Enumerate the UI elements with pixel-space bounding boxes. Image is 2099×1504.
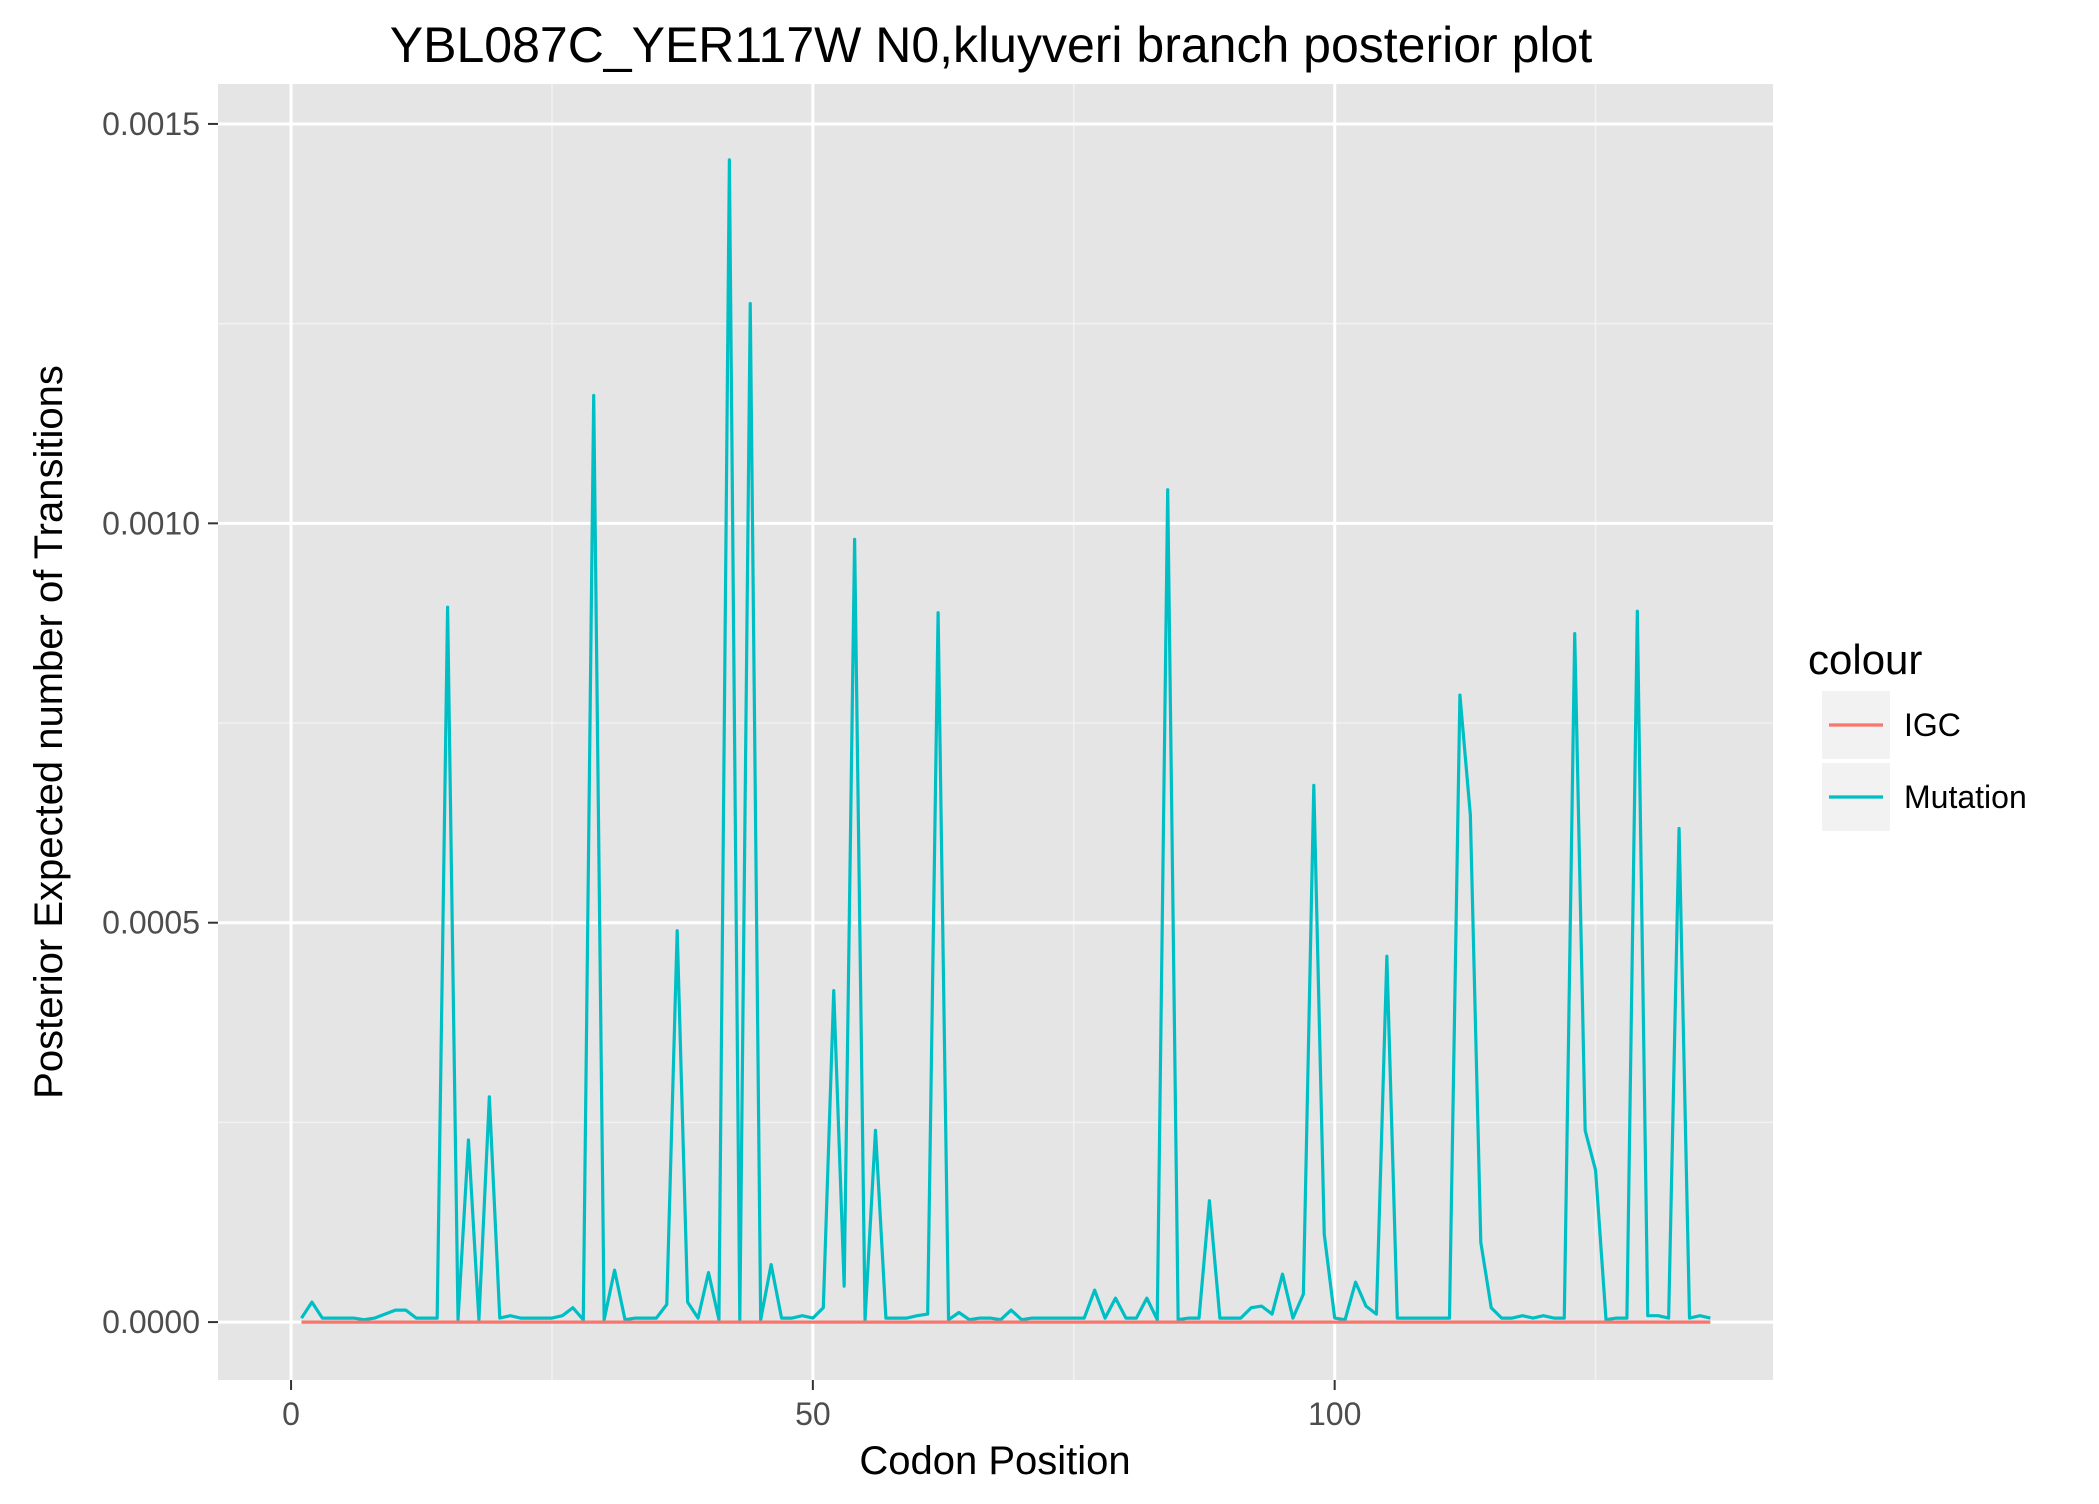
series-lines xyxy=(300,158,1711,1324)
x-tick-label: 50 xyxy=(795,1396,831,1432)
x-tick-label: 0 xyxy=(282,1396,300,1432)
y-tick-label: 0.0015 xyxy=(102,106,200,142)
legend-title: colour xyxy=(1808,636,1922,683)
y-axis-title: Posterior Expected number of Transitions xyxy=(27,365,71,1099)
axes: 0 50 100 0.0000 0.0005 0.0010 0.0015 xyxy=(102,106,1361,1432)
x-axis-title: Codon Position xyxy=(859,1439,1130,1483)
legend: colour IGC Mutation xyxy=(1808,636,2027,831)
y-tick-label: 0.0000 xyxy=(102,1304,200,1340)
legend-label-igc: IGC xyxy=(1904,707,1961,743)
plot-panel xyxy=(218,84,1773,1380)
y-tick-label: 0.0005 xyxy=(102,905,200,941)
y-tick-label: 0.0010 xyxy=(102,505,200,541)
series-line-mutation xyxy=(300,158,1711,1322)
legend-label-mutation: Mutation xyxy=(1904,779,2027,815)
chart-title: YBL087C_YER117W N0,kluyveri branch poste… xyxy=(390,17,1593,73)
x-tick-label: 100 xyxy=(1308,1396,1361,1432)
